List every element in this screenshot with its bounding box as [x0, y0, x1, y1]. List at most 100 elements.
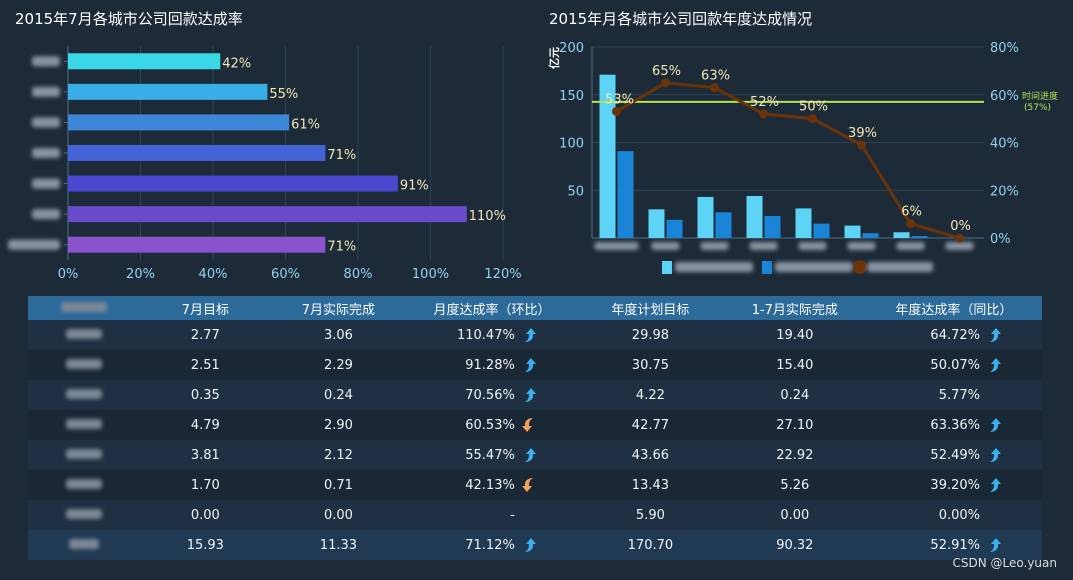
line-point-label: 0%: [950, 219, 971, 234]
x-tick-label: 60%: [271, 267, 300, 282]
ytd-cell: 15.40: [723, 350, 866, 380]
plan-cell: 170.70: [576, 530, 724, 560]
rate-value: 110.47%: [456, 327, 515, 343]
table-row: 0.35 0.24 70.56% 4.22 0.24 5.77%: [28, 380, 1042, 410]
line-point: [808, 114, 817, 124]
redacted-category-label: [896, 242, 925, 250]
column-header: 年度达成率（同比）: [865, 296, 1042, 320]
line-point: [857, 140, 866, 150]
line-point: [661, 78, 670, 88]
trend-up-icon: [990, 358, 1001, 372]
trend-down-icon: [521, 478, 533, 492]
bar-group: 55%: [32, 83, 298, 102]
bar-value-label: 71%: [327, 148, 356, 163]
city-name-cell: [28, 380, 141, 410]
monthly-rate-cell: 42.13%: [407, 470, 577, 500]
bar-group: 71%: [8, 236, 356, 255]
monthly-rate-cell: 60.53%: [407, 410, 577, 440]
legend: [662, 260, 933, 274]
annual-rate-cell: 0.00%: [865, 500, 1042, 530]
redacted-legend-label: [867, 262, 933, 272]
time-progress-sublabel: (57%): [1024, 103, 1051, 113]
column-header: [28, 296, 141, 320]
bar-series-1: [893, 232, 910, 238]
bar-series-2: [715, 212, 732, 238]
x-tick-label: 0%: [58, 267, 79, 282]
ytd-cell: 0.00: [723, 500, 866, 530]
plan-cell: 13.43: [576, 470, 724, 500]
bar-value-label: 110%: [469, 209, 506, 224]
city-collection-table: 7月目标 7月实际完成 月度达成率（环比） 年度计划目标 1-7月实际完成 年度达成率（同…: [28, 296, 1042, 560]
redacted-header-label: [61, 301, 108, 312]
bar-group: 91%: [32, 175, 429, 194]
actual-cell: 2.29: [269, 350, 408, 380]
city-name-cell: [28, 350, 141, 380]
table-row: 3.81 2.12 55.47% 43.66 22.92 52.49%: [28, 440, 1042, 470]
monthly-rate-cell: -: [407, 500, 577, 530]
redacted-city-name: [66, 358, 103, 369]
actual-cell: 2.12: [269, 440, 408, 470]
rate-value: 70.56%: [465, 387, 515, 403]
actual-cell: 3.06: [269, 320, 408, 350]
redacted-category-label: [32, 178, 60, 189]
target-cell: 4.79: [140, 410, 270, 440]
redacted-city-name: [66, 508, 103, 519]
bar-group: 61%: [32, 114, 320, 132]
ytd-cell: 19.40: [723, 320, 866, 350]
line-point: [612, 106, 621, 116]
bar-value-label: 55%: [269, 87, 298, 102]
table-row: 15.93 11.33 71.12% 170.70 90.32 52.91%: [28, 530, 1042, 560]
rate-value: 55.47%: [465, 447, 515, 463]
x-tick-label: 120%: [484, 267, 521, 282]
redacted-category-label: [847, 242, 876, 250]
column-header: 1-7月实际完成: [723, 296, 866, 320]
table-row: 4.79 2.90 60.53% 42.77 27.10 63.36%: [28, 410, 1042, 440]
trend-up-icon: [990, 448, 1001, 462]
redacted-category-label: [32, 86, 60, 97]
annual-rate-cell: 64.72%: [865, 320, 1042, 350]
redacted-category-label: [798, 242, 827, 250]
bar-series-2: [764, 216, 781, 238]
table-row: 2.77 3.06 110.47% 29.98 19.40 64.72%: [28, 320, 1042, 350]
redacted-legend-label: [775, 262, 853, 272]
y2-tick-label: 40%: [990, 137, 1019, 152]
annual-rate-cell: 63.36%: [865, 410, 1042, 440]
plan-cell: 29.98: [576, 320, 724, 350]
rate-value: 50.07%: [930, 357, 980, 373]
redacted-city-name: [66, 418, 103, 429]
redacted-category-label: [651, 242, 680, 250]
bar-value-label: 61%: [291, 117, 320, 132]
table-header-row: 7月目标 7月实际完成 月度达成率（环比） 年度计划目标 1-7月实际完成 年度达成率（同…: [28, 296, 1042, 320]
target-cell: 15.93: [140, 530, 270, 560]
x-tick-label: 40%: [199, 267, 228, 282]
monthly-rate-cell: 70.56%: [407, 380, 577, 410]
plan-cell: 42.77: [576, 410, 724, 440]
bar: [68, 53, 221, 70]
y-axis-title: 亿元: [547, 47, 561, 69]
trend-up-icon: [524, 328, 536, 342]
line-point: [955, 233, 964, 243]
table-row: 2.51 2.29 91.28% 30.75 15.40 50.07%: [28, 350, 1042, 380]
legend-swatch: [853, 260, 867, 274]
redacted-category-label: [32, 209, 60, 220]
ytd-cell: 5.26: [723, 470, 866, 500]
line-point-label: 6%: [901, 205, 922, 220]
bar-series-2: [911, 236, 928, 238]
y-tick-label: 200: [559, 41, 584, 56]
actual-cell: 0.71: [269, 470, 408, 500]
city-name-cell: [28, 530, 141, 560]
y2-tick-label: 60%: [990, 89, 1019, 104]
redacted-city-name: [66, 388, 103, 399]
table-row: 1.70 0.71 42.13% 13.43 5.26 39.20%: [28, 470, 1042, 500]
redacted-legend-label: [675, 262, 753, 272]
rate-value: 64.72%: [930, 327, 980, 343]
x-tick-label: 100%: [412, 267, 449, 282]
trend-up-icon: [990, 478, 1001, 492]
annual-rate-cell: 5.77%: [865, 380, 1042, 410]
redacted-city-name: [66, 448, 103, 459]
ytd-cell: 27.10: [723, 410, 866, 440]
y-tick-label: 100: [559, 137, 584, 152]
rate-value: 91.28%: [465, 357, 515, 373]
bar-group: 110%: [32, 206, 506, 224]
